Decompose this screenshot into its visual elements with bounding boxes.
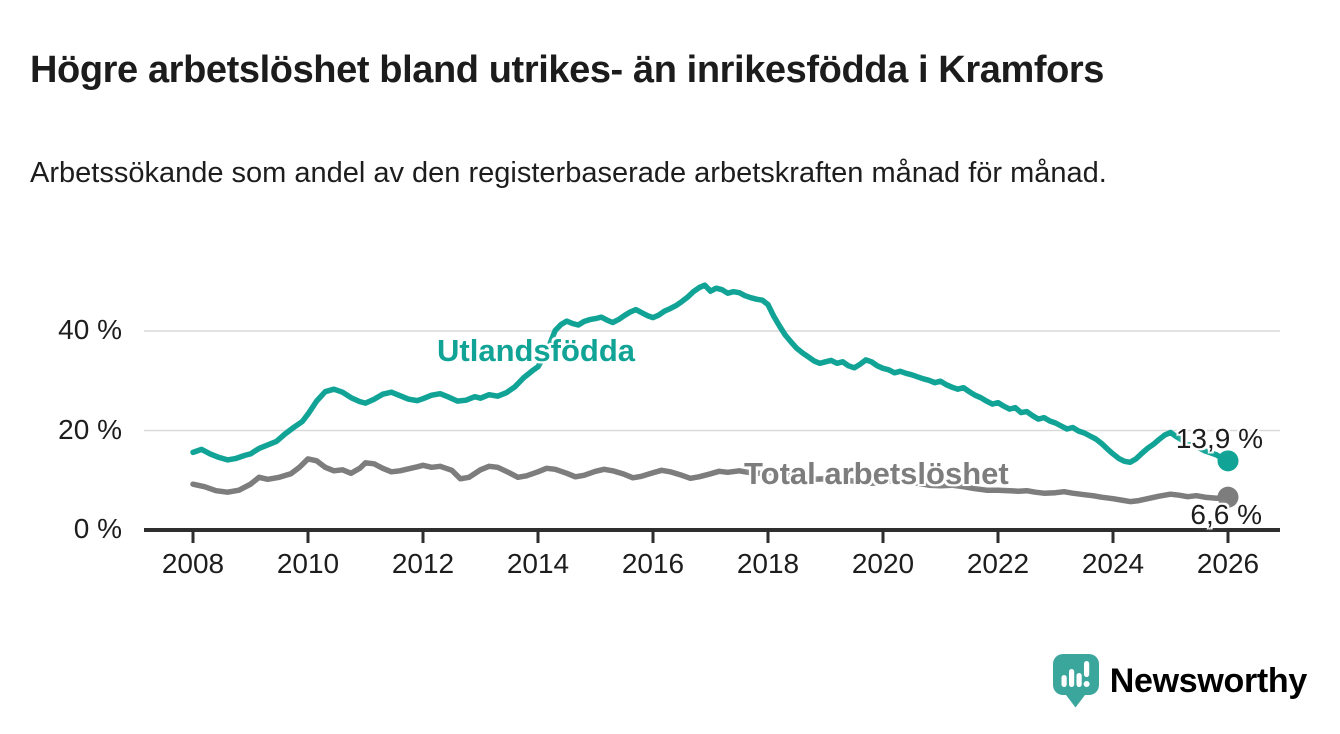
series-label-utlandsfodda: Utlandsfödda — [437, 333, 636, 368]
x-tick-label: 2022 — [966, 548, 1030, 579]
y-tick-label: 40 % — [58, 314, 122, 345]
x-tick-label: 2020 — [851, 548, 915, 579]
y-tick-label: 20 % — [58, 413, 122, 445]
x-tick-label: 2018 — [736, 548, 800, 579]
page-title: Högre arbetslöshet bland utrikes- än inr… — [30, 49, 1105, 92]
end-value-label-total: 6,6 % — [1190, 499, 1262, 530]
chart-subtitle: Arbetssökande som andel av den registerb… — [30, 157, 1107, 189]
x-tick-label: 2010 — [276, 548, 340, 579]
newsworthy-speech-bubble-bar-chart-icon — [1052, 654, 1099, 708]
newsworthy-logo: Newsworthy — [1052, 654, 1308, 708]
newsworthy-logo-text: Newsworthy — [1109, 661, 1308, 700]
x-tick-label: 2024 — [1081, 548, 1145, 579]
x-tick-label: 2014 — [506, 548, 570, 579]
x-tick-label: 2016 — [621, 548, 685, 579]
x-tick-label: 2008 — [161, 548, 225, 579]
y-tick-label: 0 % — [73, 513, 122, 544]
x-tick-label: 2026 — [1196, 548, 1260, 579]
x-tick-label: 2012 — [391, 548, 455, 579]
end-value-label-utlandsfodda: 13,9 % — [1175, 423, 1263, 454]
series-label-total-arbetsloshet: Total arbetslöshet — [744, 456, 1009, 491]
